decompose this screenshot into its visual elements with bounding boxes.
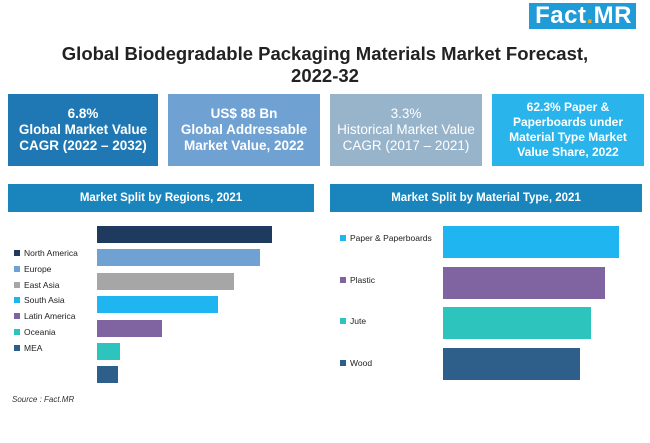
legend-label: East Asia — [24, 279, 60, 290]
legend-label: Latin America — [24, 311, 76, 322]
source-note: Source : Fact.MR — [12, 395, 75, 404]
bar-mea — [97, 366, 118, 384]
bar-plastic — [443, 266, 605, 299]
bar-paper-paperboards — [443, 226, 619, 258]
legend-label: Paper & Paperboards — [350, 233, 432, 243]
legend-swatch — [14, 344, 20, 351]
legend-swatch — [14, 265, 20, 272]
kpi-value: 6.8% — [67, 106, 99, 121]
bar-europe — [97, 249, 260, 267]
legend-entry: Jute — [340, 316, 366, 326]
bar-jute — [443, 307, 591, 339]
legend-label: Europe — [24, 263, 52, 274]
regions-chart-title: Market Split by Regions, 2021 — [8, 184, 314, 212]
legend-entry: Wood — [340, 358, 372, 368]
legend-entry: North America — [14, 248, 78, 258]
legend-entry: South Asia — [14, 295, 65, 305]
legend-swatch — [14, 313, 20, 320]
kpi-card-market-value: US$ 88 Bn Global Addressable Market Value… — [168, 94, 320, 166]
kpi-value: 3.3% — [390, 106, 422, 121]
logo-text-main: Fact — [535, 2, 587, 29]
kpi-label: Global Addressable Market Value, 2022 — [180, 122, 308, 153]
bar-oceania — [97, 343, 120, 360]
legend-swatch — [14, 329, 20, 335]
logo-text-dot: . — [586, 2, 594, 29]
kpi-label: Historical Market Value CAGR (2017 – 202… — [337, 122, 475, 153]
kpi-label: Global Market Value CAGR (2022 – 2032) — [18, 122, 148, 153]
legend-swatch — [340, 359, 346, 366]
kpi-card-cagr: 6.8% Global Market Value CAGR (2022 – 203… — [8, 94, 158, 166]
legend-entry: Latin America — [14, 311, 76, 321]
bar-wood — [443, 347, 581, 380]
page-title: Global Biodegradable Packaging Materials… — [61, 43, 589, 86]
legend-label: Jute — [350, 316, 367, 326]
legend-entry: Europe — [14, 264, 51, 274]
legend-entry: Paper & Paperboards — [340, 233, 432, 243]
bar-east-asia — [97, 272, 234, 290]
legend-swatch — [14, 250, 20, 256]
legend-label: North America — [24, 248, 78, 258]
legend-entry: Oceania — [14, 327, 56, 337]
kpi-card-historical-cagr: 3.3% Historical Market Value CAGR (2017 –… — [330, 94, 482, 166]
kpi-value: 62.3% Paper & Paperboards under Material… — [509, 100, 627, 159]
legend-swatch — [340, 318, 346, 324]
legend-swatch — [340, 276, 346, 283]
legend-entry: East Asia — [14, 280, 59, 290]
factmr-logo: Fact.MR — [529, 3, 636, 29]
bar-south-asia — [97, 296, 218, 314]
legend-swatch — [340, 235, 346, 241]
legend-label: Plastic — [350, 274, 376, 285]
legend-label: South Asia — [24, 295, 65, 306]
legend-label: Oceania — [24, 327, 56, 337]
kpi-value: US$ 88 Bn — [210, 106, 278, 121]
bar-latin-america — [97, 319, 162, 337]
legend-label: MEA — [24, 342, 43, 353]
bar-north-america — [97, 226, 272, 243]
material-chart-title: Market Split by Material Type, 2021 — [330, 184, 642, 212]
legend-swatch — [14, 281, 20, 288]
legend-entry: Plastic — [340, 275, 375, 285]
legend-entry: MEA — [14, 343, 42, 353]
legend-label: Wood — [350, 357, 373, 368]
kpi-card-paper-share: 62.3% Paper & Paperboards under Material… — [492, 94, 644, 166]
legend-swatch — [14, 297, 20, 304]
logo-text-end: MR — [593, 2, 632, 29]
